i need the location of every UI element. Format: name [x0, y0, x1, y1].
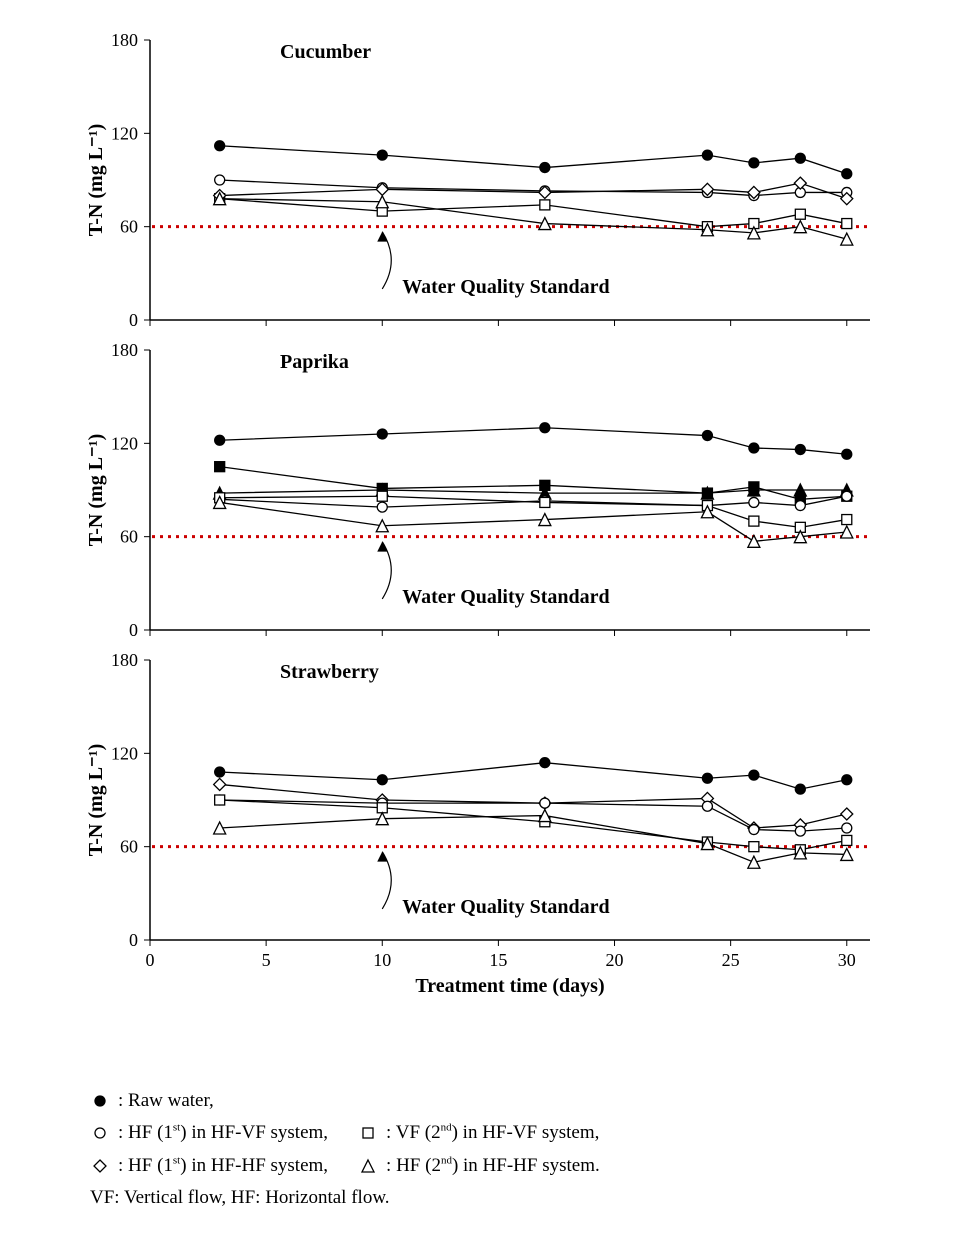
legend-row: : HF (1st) in HF-HF system, : HF (2nd) in…: [90, 1150, 890, 1182]
legend-text: : VF (2nd) in HF-VF system,: [386, 1117, 599, 1149]
series-marker: [540, 758, 550, 768]
series-marker: [702, 773, 712, 783]
series-marker: [842, 449, 852, 459]
series-marker: [215, 141, 225, 151]
y-axis-label: T-N (mg L⁻¹): [85, 124, 107, 236]
panel-title: Strawberry: [280, 661, 379, 683]
chart-panel: 0 60 120 180 T-N (mg L⁻¹) Water Quality Stand…: [80, 330, 870, 640]
series-marker: [377, 429, 387, 439]
series-marker: [540, 200, 550, 210]
series-marker: [214, 778, 226, 790]
chart-stack: 0 60 120 180 T-N (mg L⁻¹) Water Quality Stand…: [80, 20, 870, 1000]
x-tick-label: 0: [146, 950, 155, 970]
y-tick-label: 120: [111, 123, 138, 143]
series-marker: [540, 497, 550, 507]
y-tick-label: 60: [120, 837, 138, 857]
series-marker: [841, 233, 853, 245]
x-tick-label: 5: [262, 950, 271, 970]
y-tick-label: 0: [129, 620, 138, 640]
legend-text: : HF (2nd) in HF-HF system.: [386, 1150, 600, 1182]
series-marker: [377, 502, 387, 512]
series-marker: [749, 516, 759, 526]
y-tick-label: 0: [129, 930, 138, 950]
legend-marker-icon: [358, 1123, 378, 1143]
legend-marker-icon: [90, 1156, 110, 1176]
y-tick-label: 180: [111, 340, 138, 360]
series-marker: [540, 163, 550, 173]
x-axis-label: Treatment time (days): [415, 975, 604, 997]
legend-row: : HF (1st) in HF-VF system, : VF (2nd) in…: [90, 1117, 890, 1149]
legend-row: : Raw water,: [90, 1085, 890, 1117]
y-tick-label: 180: [111, 30, 138, 50]
reference-label: Water Quality Standard: [402, 896, 609, 918]
series-marker: [842, 169, 852, 179]
x-tick-label: 30: [838, 950, 856, 970]
panel-title: Paprika: [280, 351, 349, 373]
legend-marker-icon: [358, 1156, 378, 1176]
y-tick-label: 60: [120, 217, 138, 237]
series-marker: [215, 795, 225, 805]
series-marker: [215, 462, 225, 472]
series-marker: [841, 808, 853, 820]
legend-text: VF: Vertical flow, HF: Horizontal flow.: [90, 1182, 390, 1214]
series-marker: [842, 515, 852, 525]
series-marker: [749, 842, 759, 852]
series-marker: [795, 784, 805, 794]
y-tick-label: 0: [129, 310, 138, 330]
legend-marker-icon: [90, 1123, 110, 1143]
legend-text: : HF (1st) in HF-VF system,: [118, 1117, 328, 1149]
series-marker: [842, 823, 852, 833]
y-tick-label: 180: [111, 650, 138, 670]
series-marker: [749, 158, 759, 168]
series-marker: [795, 445, 805, 455]
y-tick-label: 120: [111, 433, 138, 453]
x-tick-label: 20: [606, 950, 624, 970]
series-marker: [842, 775, 852, 785]
legend-marker-icon: [90, 1091, 110, 1111]
series-marker: [377, 775, 387, 785]
series-marker: [749, 825, 759, 835]
series-line: [220, 784, 847, 828]
series-marker: [377, 150, 387, 160]
series-marker: [702, 431, 712, 441]
panel-title: Cucumber: [280, 41, 371, 63]
y-tick-label: 120: [111, 743, 138, 763]
series-marker: [842, 835, 852, 845]
chart-panel: 0 60 120 180 0 5 10 15 20 25 30 Treatment time (day…: [80, 640, 870, 1000]
series-marker: [795, 153, 805, 163]
legend-row: VF: Vertical flow, HF: Horizontal flow.: [90, 1182, 890, 1214]
series-marker: [842, 491, 852, 501]
x-tick-label: 10: [373, 950, 391, 970]
series-marker: [702, 801, 712, 811]
series-marker: [795, 209, 805, 219]
y-axis-label: T-N (mg L⁻¹): [85, 434, 107, 546]
reference-label: Water Quality Standard: [402, 586, 609, 608]
series-marker: [702, 150, 712, 160]
series-marker: [749, 443, 759, 453]
series-marker: [748, 856, 760, 868]
y-tick-label: 60: [120, 527, 138, 547]
legend-text: : HF (1st) in HF-HF system,: [118, 1150, 328, 1182]
series-marker: [842, 219, 852, 229]
series-marker: [377, 491, 387, 501]
series-marker: [749, 497, 759, 507]
series-marker: [795, 826, 805, 836]
series-marker: [540, 798, 550, 808]
reference-label: Water Quality Standard: [402, 276, 609, 298]
x-tick-label: 25: [722, 950, 740, 970]
series-marker: [795, 501, 805, 511]
series-marker: [215, 767, 225, 777]
series-marker: [215, 435, 225, 445]
series-marker: [794, 177, 806, 189]
legend-text: : Raw water,: [118, 1085, 214, 1117]
x-tick-label: 15: [489, 950, 507, 970]
series-marker: [215, 175, 225, 185]
y-axis-label: T-N (mg L⁻¹): [85, 744, 107, 856]
series-marker: [540, 423, 550, 433]
series-marker: [749, 770, 759, 780]
legend: : Raw water,: HF (1st) in HF-VF system,:…: [90, 1085, 890, 1214]
chart-panel: 0 60 120 180 T-N (mg L⁻¹) Water Quality Stand…: [80, 20, 870, 330]
